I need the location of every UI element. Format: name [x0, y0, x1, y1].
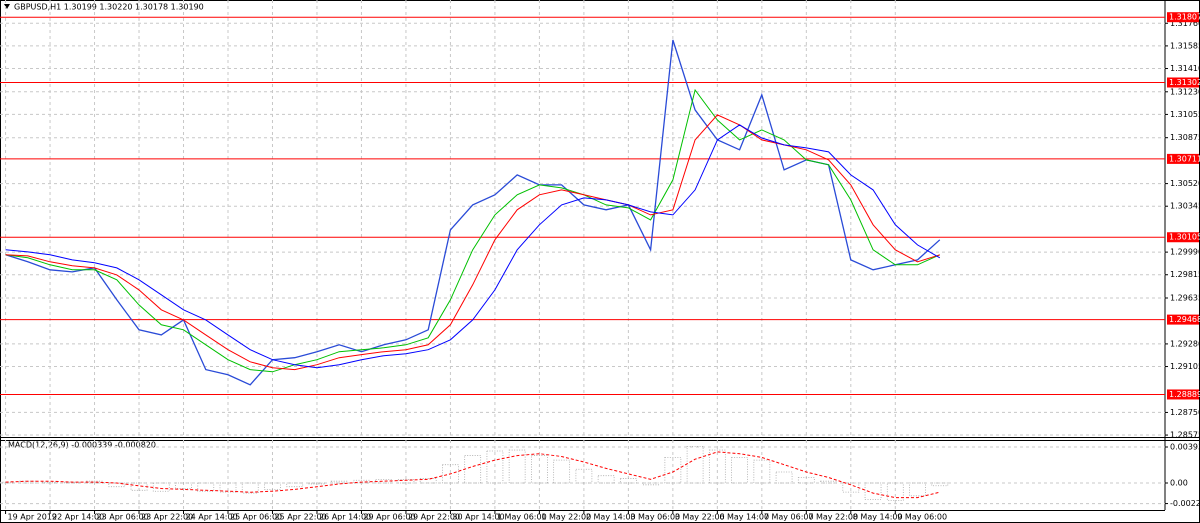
- x-tick-label: 26 Apr 14:00: [319, 513, 371, 522]
- series-line: [5, 88, 941, 373]
- x-tick-label: 7 May 22:00: [808, 513, 858, 522]
- y-tick-label: 1.29105: [1170, 362, 1200, 371]
- histogram-bar: [152, 482, 170, 492]
- histogram-bar: [597, 475, 615, 484]
- histogram-bar: [241, 482, 259, 494]
- level-tag: [1167, 389, 1199, 400]
- histogram-bar: [753, 459, 771, 484]
- series-line: [5, 124, 941, 369]
- histogram-bar: [175, 482, 192, 489]
- y-tick-label: 0.00: [1170, 479, 1188, 488]
- histogram-bar: [909, 482, 926, 497]
- x-tick-label: 30 Apr 14:00: [452, 513, 504, 522]
- histogram-bar: [731, 456, 748, 484]
- y-tick-label: 1.29635: [1170, 294, 1200, 303]
- histogram-bar: [531, 455, 548, 484]
- histogram-bar: [0, 481, 14, 484]
- y-tick-label: 1.31760: [1170, 19, 1200, 28]
- x-tick-label: 24 Apr 14:00: [186, 513, 238, 522]
- x-tick-label: 3 May 06:00: [630, 513, 680, 522]
- histogram-bar: [886, 482, 904, 501]
- y-tick-label: 1.28575: [1170, 431, 1200, 440]
- histogram-bar: [575, 468, 593, 484]
- x-tick-label: 9 May 06:00: [897, 513, 947, 522]
- y-tick-label: 1.30345: [1170, 202, 1200, 211]
- x-tick-label: 1 May 06:00: [497, 513, 547, 522]
- macd-header: MACD(12,26,9) -0.000339 -0.000820: [8, 441, 156, 450]
- level-tag: [1167, 153, 1199, 164]
- x-tick-label: 3 May 22:00: [675, 513, 725, 522]
- level-label: 1.30711: [1169, 154, 1200, 163]
- x-tick-label: 23 Apr 06:00: [97, 513, 149, 522]
- y-tick-label: 1.31230: [1170, 87, 1200, 96]
- histogram-bar: [797, 477, 815, 484]
- y-tick-label: 1.31585: [1170, 41, 1200, 50]
- histogram-bar: [41, 481, 59, 484]
- x-tick-label: 23 Apr 22:00: [141, 513, 193, 522]
- x-tick-label: 2 May 14:00: [586, 513, 636, 522]
- x-tick-label: 29 Apr 22:00: [408, 513, 460, 522]
- histogram-bar: [686, 446, 704, 484]
- x-tick-label: 29 Apr 06:00: [363, 513, 415, 522]
- level-label: 1.29468: [1169, 315, 1200, 324]
- x-tick-label: 25 Apr 22:00: [274, 513, 326, 522]
- histogram-bar: [508, 449, 526, 484]
- y-tick-label: 1.29280: [1170, 339, 1200, 348]
- histogram-bar: [330, 480, 348, 484]
- y-tick-label: 1.29990: [1170, 248, 1200, 257]
- histogram-bar: [442, 464, 459, 484]
- histogram-bar: [820, 480, 837, 484]
- x-tick-label: 8 May 14:00: [853, 513, 903, 522]
- histogram-bar: [664, 456, 682, 484]
- histogram-bar: [286, 482, 304, 488]
- y-tick-label: 1.30520: [1170, 179, 1200, 188]
- histogram-bar: [864, 482, 882, 500]
- x-tick-label: 1 May 22:00: [541, 513, 591, 522]
- y-tick-label: 1.31410: [1170, 64, 1200, 73]
- y-tick-label: -0.002248: [1170, 499, 1200, 508]
- menu-arrow[interactable]: [4, 4, 10, 9]
- level-tag: [1167, 77, 1199, 88]
- level-tag: [1167, 12, 1199, 23]
- histogram-bar: [708, 449, 726, 484]
- histogram-bar: [486, 450, 504, 484]
- histogram-bar: [931, 482, 949, 487]
- y-tick-label: 1.31055: [1170, 110, 1200, 119]
- level-label: 1.28889: [1169, 390, 1200, 399]
- series-line: [5, 39, 941, 386]
- level-label: 1.30105: [1169, 233, 1200, 242]
- histogram-bar: [775, 471, 793, 484]
- symbol-header: GBPUSD,H1 1.30199 1.30220 1.30178 1.3019…: [14, 3, 204, 12]
- histogram-bar: [264, 482, 281, 490]
- y-tick-label: 1.28750: [1170, 408, 1200, 417]
- x-tick-label: 25 Apr 06:00: [230, 513, 282, 522]
- level-label: 1.31807: [1169, 13, 1200, 22]
- y-tick-label: 1.30875: [1170, 133, 1200, 142]
- y-tick-label: 0.003935: [1170, 443, 1200, 452]
- x-tick-label: 7 May 06:00: [764, 513, 814, 522]
- series-line: [5, 451, 940, 499]
- histogram-bar: [419, 478, 437, 484]
- histogram-bar: [130, 482, 148, 491]
- histogram-bar: [619, 478, 637, 484]
- y-tick-label: 1.29815: [1170, 270, 1200, 279]
- level-tag: [1167, 314, 1199, 325]
- histogram-bar: [197, 482, 215, 492]
- histogram-bar: [308, 482, 326, 485]
- level-tag: [1167, 232, 1199, 243]
- level-label: 1.31302: [1169, 78, 1200, 87]
- histogram-bar: [353, 479, 370, 484]
- x-tick-label: 6 May 14:00: [719, 513, 769, 522]
- histogram-bar: [86, 480, 103, 484]
- x-tick-label: 19 Apr 2019: [8, 513, 57, 522]
- histogram-bar: [219, 482, 237, 493]
- histogram-bar: [642, 482, 660, 486]
- histogram-bar: [553, 459, 571, 484]
- histogram-bar: [397, 478, 415, 484]
- x-tick-label: 22 Apr 14:00: [52, 513, 104, 522]
